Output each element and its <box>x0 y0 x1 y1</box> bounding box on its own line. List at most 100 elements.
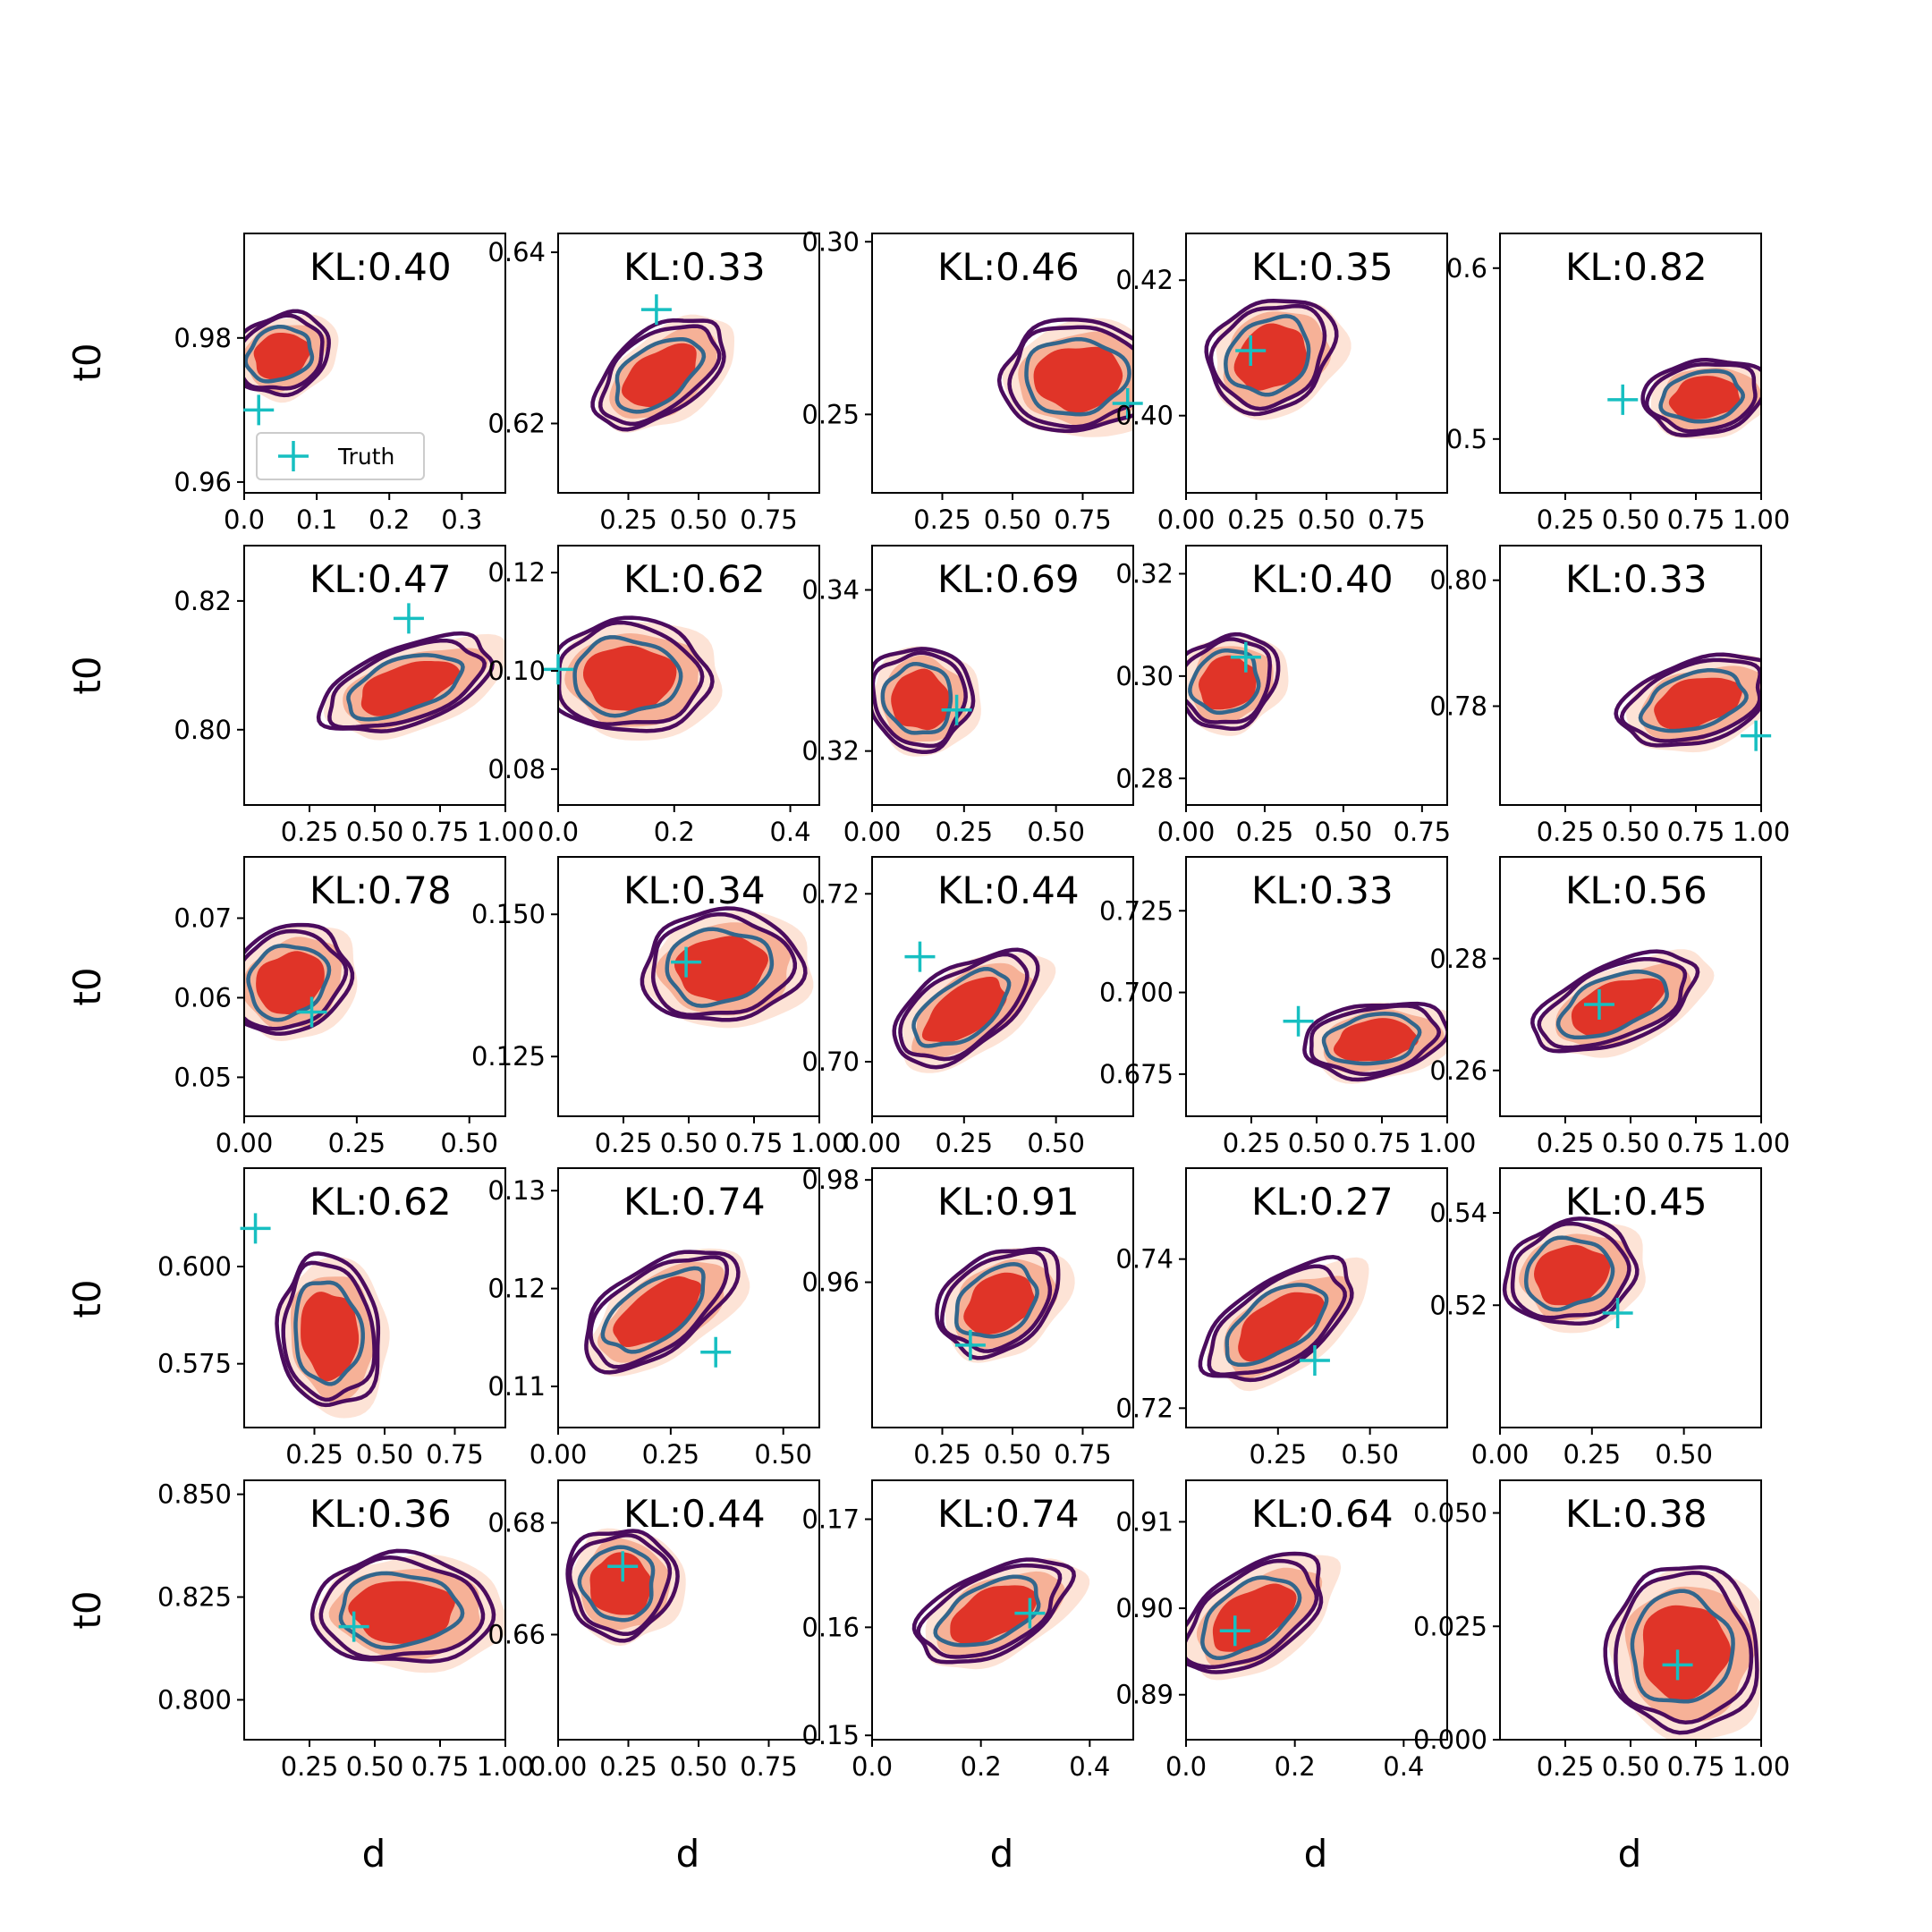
density-r1c1 <box>244 309 339 403</box>
truth-marker-r1c5 <box>1607 384 1639 415</box>
contour-inner-r3c4 <box>1321 1012 1422 1066</box>
x-tick-label-r2c4-1: 0.25 <box>1236 817 1294 847</box>
x-tick-label-r5c4-2: 0.4 <box>1383 1751 1424 1782</box>
axes-frame-r4c5 <box>1499 1167 1762 1428</box>
y-tick-label-r5c5-1: 0.025 <box>1413 1611 1487 1641</box>
panel-r1c2: KL:0.33 0.25 0.50 0.75 0.62 0.64 <box>487 233 820 535</box>
x-tick-label-r2c4-2: 0.50 <box>1315 817 1373 847</box>
legend-box <box>256 432 425 480</box>
axes-frame-r1c3 <box>871 233 1134 494</box>
y-tick-label-r2c4-2: 0.32 <box>1115 558 1174 589</box>
y-tick-label-r4c3-1: 0.98 <box>801 1165 860 1195</box>
x-tick-label-r1c1-0: 0.0 <box>224 504 265 535</box>
fill-inner-r1c3 <box>1033 346 1123 413</box>
contour-inner-r1c1 <box>244 324 315 384</box>
contour-inner-r4c1 <box>293 1280 365 1386</box>
panel-r2c5: KL:0.33 0.25 0.50 0.75 1.00 0.78 0.80 <box>1429 545 1790 847</box>
x-tick-label-r3c1-0: 0.00 <box>216 1128 274 1158</box>
contour-outer-r3c3 <box>892 947 1040 1070</box>
x-tick-label-r3c5-0: 0.25 <box>1537 1128 1595 1158</box>
contour-mid-r5c5 <box>1614 1571 1754 1725</box>
x-tick-label-r5c1-1: 0.50 <box>346 1751 404 1782</box>
contour-inner-r1c5 <box>1658 369 1745 424</box>
y-tick-label-r4c1-0: 0.575 <box>157 1349 232 1379</box>
panel-r1c3: KL:0.46 0.25 0.50 0.75 0.25 0.30 <box>801 226 1143 535</box>
density-r1c4 <box>1204 299 1352 420</box>
kl-annotation-r1c3: KL:0.46 <box>937 245 1080 289</box>
contour-mid-r4c1 <box>281 1260 377 1402</box>
x-tick-label-r4c3-0: 0.25 <box>913 1439 971 1470</box>
contour-inner-r3c5 <box>1555 969 1669 1040</box>
contour-inner-r3c3 <box>911 967 1012 1048</box>
x-tick-label-r4c3-2: 0.75 <box>1054 1439 1112 1470</box>
legend-truth-marker <box>278 441 309 471</box>
fill-inner-r2c1 <box>360 661 461 716</box>
x-tick-label-r3c1-2: 0.50 <box>440 1128 498 1158</box>
y-tick-label-r1c4-0: 0.40 <box>1115 401 1174 431</box>
x-tick-label-r4c4-0: 0.25 <box>1250 1439 1308 1470</box>
x-tick-label-r3c4-2: 0.75 <box>1353 1128 1411 1158</box>
axes-frame-r4c4 <box>1185 1167 1448 1428</box>
y-tick-label-r3c2-0: 0.125 <box>471 1041 546 1072</box>
contour-inner-r5c3 <box>933 1574 1041 1648</box>
truth-marker-r3c1 <box>296 996 327 1028</box>
y-tick-label-r3c1-0: 0.05 <box>174 1062 232 1092</box>
y-tick-label-r2c5-0: 0.78 <box>1429 691 1487 721</box>
contour-inner-r4c5 <box>1523 1235 1615 1312</box>
x-axis-label-d-col-4: d <box>1304 1832 1328 1876</box>
density-r1c5 <box>1640 357 1761 439</box>
density-r5c1 <box>309 1548 505 1674</box>
y-tick-label-r5c5-0: 0.000 <box>1413 1724 1487 1755</box>
y-tick-label-r5c3-2: 0.17 <box>801 1504 860 1535</box>
truth-marker-r5c3 <box>1014 1597 1046 1629</box>
contour-mid-r3c4 <box>1309 1004 1442 1077</box>
x-tick-label-r1c5-1: 0.50 <box>1602 504 1660 535</box>
kl-annotation-r3c5: KL:0.56 <box>1565 869 1707 912</box>
fill-inner-r3c1 <box>256 951 325 1015</box>
panel-r3c2: KL:0.34 0.25 0.50 0.75 1.00 0.125 0.150 <box>471 856 848 1158</box>
y-axis-label-t0-row-3: t0 <box>65 967 109 1005</box>
x-axis-label-d-col-1: d <box>362 1832 386 1876</box>
x-tick-label-r3c5-2: 0.75 <box>1667 1128 1725 1158</box>
contour-inner-r2c4 <box>1188 648 1261 716</box>
y-tick-label-r3c4-0: 0.675 <box>1099 1059 1174 1089</box>
contour-outer-r4c2 <box>584 1250 741 1375</box>
y-tick-label-r3c5-1: 0.28 <box>1429 944 1487 974</box>
contour-inner-r2c2 <box>572 635 683 718</box>
panel-grid: KL:0.400.0 0.1 0.2 0.30.960.98TruthKL:0.330… <box>157 226 1790 1782</box>
contour-inner-r1c4 <box>1224 314 1311 397</box>
y-tick-label-r5c3-0: 0.15 <box>801 1720 860 1750</box>
x-tick-label-r2c4-0: 0.00 <box>1157 817 1216 847</box>
kl-annotation-r2c1: KL:0.47 <box>309 557 452 601</box>
truth-marker-r3c2 <box>671 946 702 978</box>
contour-inner-r5c2 <box>577 1545 656 1623</box>
truth-marker-r3c4 <box>1283 1005 1314 1037</box>
contour-inner-r1c2 <box>614 336 707 414</box>
y-tick-label-r1c5-0: 0.5 <box>1446 424 1487 454</box>
x-tick-label-r3c3-0: 0.00 <box>843 1128 902 1158</box>
fill-inner-r5c3 <box>950 1585 1038 1645</box>
contour-outer-r2c1 <box>316 631 495 733</box>
x-tick-label-r4c2-1: 0.25 <box>642 1439 700 1470</box>
density-r3c1 <box>244 922 358 1041</box>
truth-marker-r5c1 <box>338 1611 369 1642</box>
fill-inner-r2c3 <box>891 668 951 731</box>
y-tick-label-r5c5-2: 0.050 <box>1413 1498 1487 1529</box>
axes-frame-r1c1 <box>243 233 506 494</box>
kl-annotation-r3c4: KL:0.33 <box>1251 869 1394 912</box>
contour-outer-r1c4 <box>1204 299 1339 417</box>
legend-label-truth: Truth <box>337 444 394 470</box>
x-tick-label-r2c2-2: 0.4 <box>769 817 810 847</box>
density-r1c3 <box>996 318 1133 437</box>
x-tick-label-r5c5-2: 0.75 <box>1667 1751 1725 1782</box>
contour-outer-r1c2 <box>590 318 726 432</box>
kl-annotation-r1c4: KL:0.35 <box>1251 245 1394 289</box>
y-axis-label-t0-row-2: t0 <box>65 656 109 694</box>
x-tick-label-r5c2-1: 0.25 <box>599 1751 657 1782</box>
density-r2c1 <box>316 631 505 741</box>
x-tick-label-r2c4-3: 0.75 <box>1394 817 1452 847</box>
panel-r3c5: KL:0.56 0.25 0.50 0.75 1.00 0.26 0.28 <box>1429 856 1790 1158</box>
kl-annotation-r4c5: KL:0.45 <box>1565 1180 1707 1224</box>
truth-marker-r2c3 <box>941 694 972 725</box>
x-tick-label-r3c3-2: 0.50 <box>1027 1128 1085 1158</box>
